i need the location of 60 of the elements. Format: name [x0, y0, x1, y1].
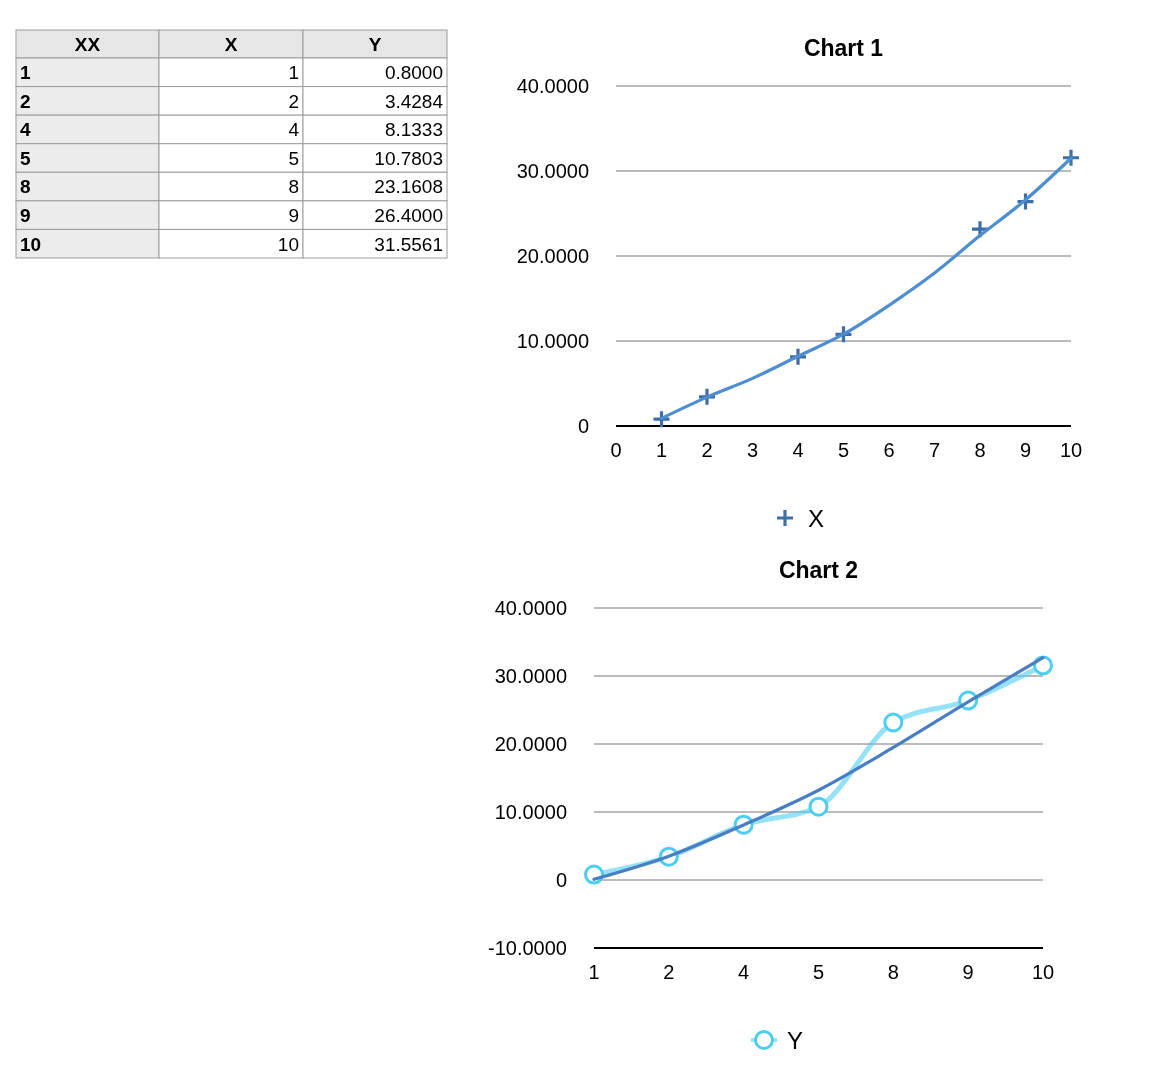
series-label: X	[224, 33, 238, 55]
data-label: 10	[277, 233, 299, 255]
chart-title: Chart 2	[778, 557, 859, 583]
y-tick-label: 20.0000	[494, 733, 567, 756]
point	[883, 712, 904, 733]
data-label: 4	[288, 119, 300, 141]
y-tick-label: 0	[555, 869, 567, 892]
data-label: 3.4284	[384, 90, 444, 112]
category-label: 1	[20, 62, 31, 84]
x-tick-label: 9	[1019, 439, 1032, 461]
point	[808, 796, 829, 817]
legend-label: Y	[787, 1026, 804, 1054]
data-label: 8	[288, 176, 299, 198]
line-series	[659, 156, 1073, 420]
data-label: 8.1333	[384, 119, 443, 141]
chart-title: Chart 1	[803, 35, 884, 61]
category-label: 4	[20, 119, 31, 141]
data-label: 0.8000	[384, 62, 443, 84]
x-tick-label: 7	[928, 439, 941, 461]
y-tick-label: 40.0000	[516, 75, 589, 98]
x-tick-label: 0	[610, 439, 622, 461]
category-label: 10	[20, 233, 42, 255]
x-tick-label: 1	[588, 961, 600, 983]
data-label: 1	[288, 62, 299, 84]
category-label: 5	[20, 147, 31, 169]
x-tick-label: 10	[1031, 961, 1055, 983]
y-tick-label: 30.0000	[494, 665, 567, 688]
x-tick-label: 1	[655, 439, 668, 461]
data-label: 26.4000	[374, 204, 443, 226]
data-label: 9	[288, 204, 299, 226]
y-tick-label: -10.0000	[488, 937, 567, 960]
x-tick-label: 9	[962, 961, 974, 983]
x-tick-label: 3	[746, 439, 759, 461]
x-tick-label: 8	[887, 961, 899, 983]
category-label: 8	[20, 176, 31, 198]
y-tick-label: 0	[577, 415, 589, 438]
data-label: 5	[288, 147, 299, 169]
x-tick-label: 8	[974, 439, 986, 461]
x-tick-label: 5	[837, 439, 850, 461]
x-tick-label: 2	[663, 961, 675, 983]
x-tick-label: 10	[1059, 439, 1083, 461]
series-label: Y	[368, 33, 382, 55]
data-label: 23.1608	[374, 176, 443, 198]
data-label: 31.5561	[374, 233, 443, 255]
category-label: 9	[20, 204, 31, 226]
category-label: 2	[20, 90, 31, 112]
x-tick-label: 4	[792, 439, 804, 461]
y-tick-label: 10.0000	[494, 801, 567, 824]
data-label: 10.7803	[374, 147, 443, 169]
text: XX	[74, 33, 101, 55]
x-tick-label: 4	[738, 961, 750, 983]
y-tick-label: 40.0000	[494, 597, 567, 620]
x-tick-label: 5	[812, 961, 825, 983]
y-tick-label: 30.0000	[516, 160, 589, 183]
data-label: 2	[288, 90, 299, 112]
x-tick-label: 6	[883, 439, 895, 461]
legend-label: X	[808, 504, 825, 532]
y-tick-label: 20.0000	[516, 245, 589, 268]
y-tick-label: 10.0000	[516, 330, 589, 353]
x-tick-label: 2	[701, 439, 713, 461]
